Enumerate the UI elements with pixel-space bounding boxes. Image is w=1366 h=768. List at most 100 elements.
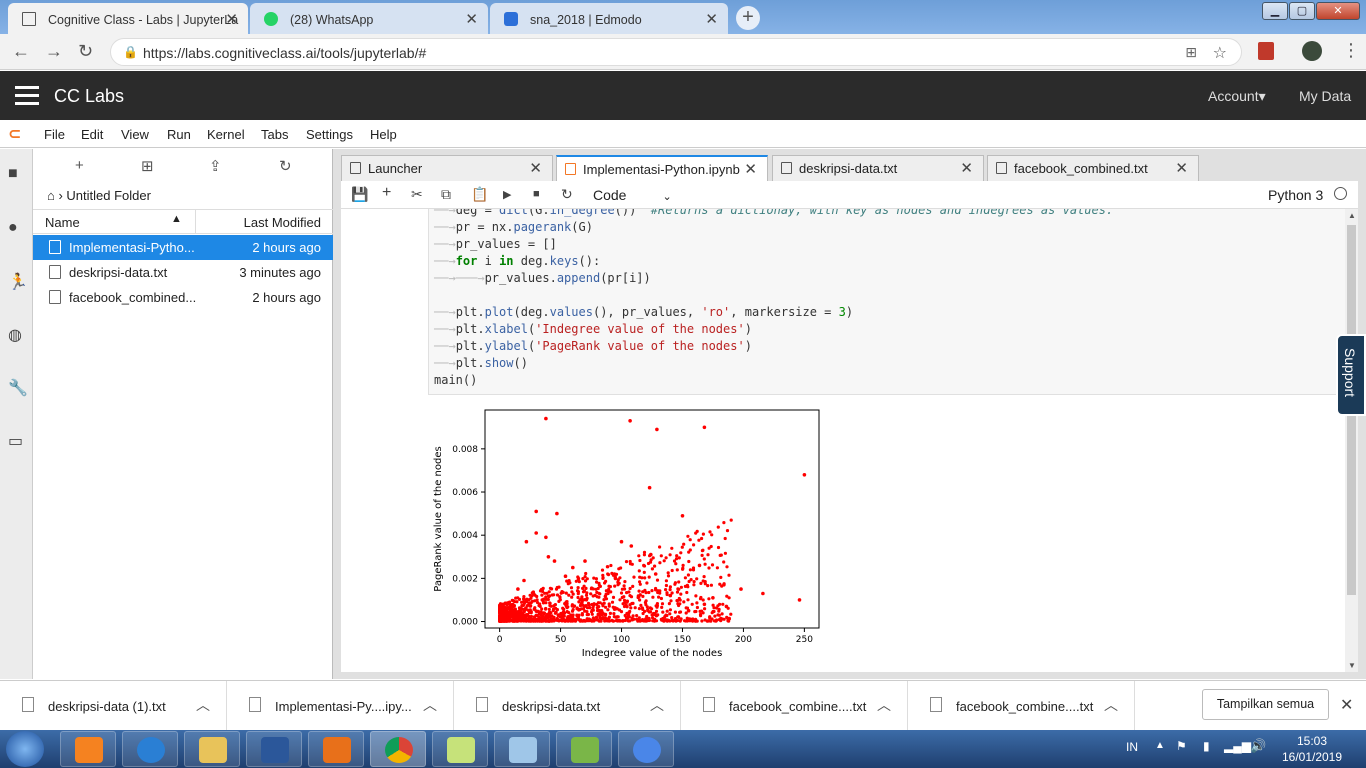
download-item[interactable]: deskripsi-data.txt ︿ <box>454 681 681 731</box>
browser-tab-whatsapp[interactable]: (28) WhatsApp ✕ <box>250 3 488 34</box>
support-button[interactable]: Support <box>1336 334 1366 416</box>
system-clock[interactable]: 15:03 16/01/2019 <box>1272 733 1352 765</box>
tray-expand-icon[interactable]: ▲ <box>1155 740 1165 751</box>
taskbar-app[interactable] <box>494 731 550 767</box>
tabs-icon[interactable]: ▭ <box>8 433 24 450</box>
new-folder-icon[interactable]: ⊞ <box>141 158 154 175</box>
home-icon[interactable]: ⌂ <box>47 188 55 203</box>
start-button[interactable] <box>6 731 44 767</box>
x-tick-label: 150 <box>674 635 691 645</box>
stop-icon[interactable]: ■ <box>533 188 540 200</box>
scatter-point <box>565 610 569 614</box>
folder-icon[interactable]: ■ <box>8 165 18 182</box>
my-data-link[interactable]: My Data <box>1299 88 1352 104</box>
window-close-button[interactable]: ✕ <box>1316 2 1360 20</box>
tab-facebook[interactable]: facebook_combined.txt ✕ <box>987 155 1199 181</box>
menu-view[interactable]: View <box>121 127 149 142</box>
download-item[interactable]: Implementasi-Py....ipy... ︿ <box>227 681 454 731</box>
menu-run[interactable]: Run <box>167 127 191 142</box>
save-icon[interactable]: 💾 <box>351 186 369 202</box>
run-icon[interactable]: ▶ <box>503 189 512 201</box>
menu-help[interactable]: Help <box>370 127 397 142</box>
code-cell[interactable]: ──→deg = dict(G.in_degree()) #Returns a … <box>428 209 1346 395</box>
download-item[interactable]: facebook_combine....txt ︿ <box>681 681 908 731</box>
menu-file[interactable]: File <box>44 127 65 142</box>
maximize-button[interactable]: ▢ <box>1289 2 1315 20</box>
signal-icon[interactable]: ▂▄▆ <box>1224 739 1251 753</box>
file-row[interactable]: Implementasi-Pytho... 2 hours ago <box>33 235 333 260</box>
code-line: ──→plt.plot(deg.values(), pr_values, 'ro… <box>434 305 854 319</box>
taskbar-notepad[interactable] <box>556 731 612 767</box>
tab-launcher[interactable]: Launcher ✕ <box>341 155 553 181</box>
account-menu[interactable]: Account▾ <box>1208 88 1266 104</box>
scatter-point <box>591 594 595 598</box>
new-launcher-icon[interactable]: + <box>75 157 84 174</box>
close-icon[interactable]: ✕ <box>1175 160 1188 177</box>
running-icon[interactable]: 🏃 <box>8 274 28 291</box>
browser-tab-edmodo[interactable]: sna_2018 | Edmodo ✕ <box>490 3 728 34</box>
scatter-point <box>505 603 509 607</box>
cell-type-select[interactable]: Code ⌄ <box>593 187 672 203</box>
menu-kernel[interactable]: Kernel <box>207 127 245 142</box>
scatter-point <box>574 579 578 583</box>
file-row[interactable]: deskripsi-data.txt 3 minutes ago <box>33 260 333 285</box>
download-item[interactable]: deskripsi-data (1).txt ︿ <box>0 681 227 731</box>
battery-icon[interactable]: ▮ <box>1203 739 1210 753</box>
copy-icon[interactable]: ⧉ <box>441 186 451 202</box>
sort-up-icon[interactable]: ▲ <box>171 213 182 225</box>
menu-edit[interactable]: Edit <box>81 127 104 142</box>
pdf-extension-icon[interactable] <box>1258 42 1274 60</box>
taskbar-chrome[interactable] <box>370 731 426 767</box>
github-icon[interactable]: ● <box>8 219 18 236</box>
upload-icon[interactable]: ⇪ <box>209 158 222 175</box>
address-bar[interactable]: 🔒 https://labs.cognitiveclass.ai/tools/j… <box>110 38 1242 66</box>
download-item[interactable]: facebook_combine....txt ︿ <box>908 681 1135 731</box>
tab-deskripsi[interactable]: deskripsi-data.txt ✕ <box>772 155 984 181</box>
breadcrumb-folder[interactable]: Untitled Folder <box>66 188 151 203</box>
tab-notebook[interactable]: Implementasi-Python.ipynb ✕ <box>556 155 768 181</box>
close-icon[interactable]: ✕ <box>225 11 238 28</box>
refresh-icon[interactable]: ↻ <box>279 158 292 175</box>
paste-icon[interactable]: 📋 <box>471 186 489 202</box>
bookmark-star-icon[interactable]: ☆ <box>1212 45 1227 62</box>
show-all-downloads-button[interactable]: Tampilkan semua <box>1202 689 1329 720</box>
close-icon[interactable]: ✕ <box>465 11 478 28</box>
menu-settings[interactable]: Settings <box>306 127 353 142</box>
profile-avatar[interactable] <box>1302 41 1322 61</box>
menu-tabs[interactable]: Tabs <box>261 127 289 142</box>
volume-icon[interactable]: 🔊 <box>1250 738 1267 753</box>
taskbar-ie[interactable] <box>122 731 178 767</box>
column-name-header[interactable]: Name <box>45 215 80 230</box>
close-icon[interactable]: ✕ <box>960 160 973 177</box>
menu-dots-icon[interactable]: ⋮ <box>1342 40 1360 60</box>
close-icon[interactable]: ✕ <box>529 160 542 177</box>
cut-icon[interactable]: ✂ <box>411 186 423 202</box>
translate-icon[interactable]: ⊞ <box>1185 44 1197 60</box>
language-indicator[interactable]: IN <box>1126 740 1138 754</box>
taskbar-word[interactable] <box>246 731 302 767</box>
forward-icon[interactable]: → <box>45 41 63 61</box>
browser-tab-cognitive-class[interactable]: Cognitive Class - Labs | JupyterLa ✕ <box>8 3 248 34</box>
taskbar-sticky[interactable] <box>432 731 488 767</box>
insert-cell-icon[interactable]: + <box>382 184 392 201</box>
back-icon[interactable]: ← <box>12 41 30 61</box>
taskbar-explorer[interactable] <box>184 731 240 767</box>
palette-icon[interactable]: ◍ <box>8 327 22 344</box>
taskbar-media[interactable] <box>308 731 364 767</box>
taskbar-xampp[interactable] <box>60 731 116 767</box>
close-icon[interactable]: ✕ <box>1340 697 1354 714</box>
close-icon[interactable]: ✕ <box>705 11 718 28</box>
notebook-scrollbar[interactable]: ▲ ▼ <box>1345 209 1358 672</box>
breadcrumb[interactable]: ⌂ › Untitled Folder <box>47 188 151 203</box>
reload-icon[interactable]: ↻ <box>78 41 94 61</box>
column-modified-header[interactable]: Last Modified <box>243 215 321 230</box>
restart-icon[interactable]: ↻ <box>561 186 573 202</box>
file-row[interactable]: facebook_combined... 2 hours ago <box>33 285 333 310</box>
close-icon[interactable]: ✕ <box>744 161 757 178</box>
wrench-icon[interactable]: 🔧 <box>8 380 28 397</box>
taskbar-chrome-2[interactable] <box>618 731 674 767</box>
kernel-name[interactable]: Python 3 <box>1268 187 1324 203</box>
flag-icon[interactable]: ⚑ <box>1176 739 1187 753</box>
new-tab-button[interactable]: + <box>736 6 760 30</box>
minimize-button[interactable]: ▁ <box>1262 2 1288 20</box>
